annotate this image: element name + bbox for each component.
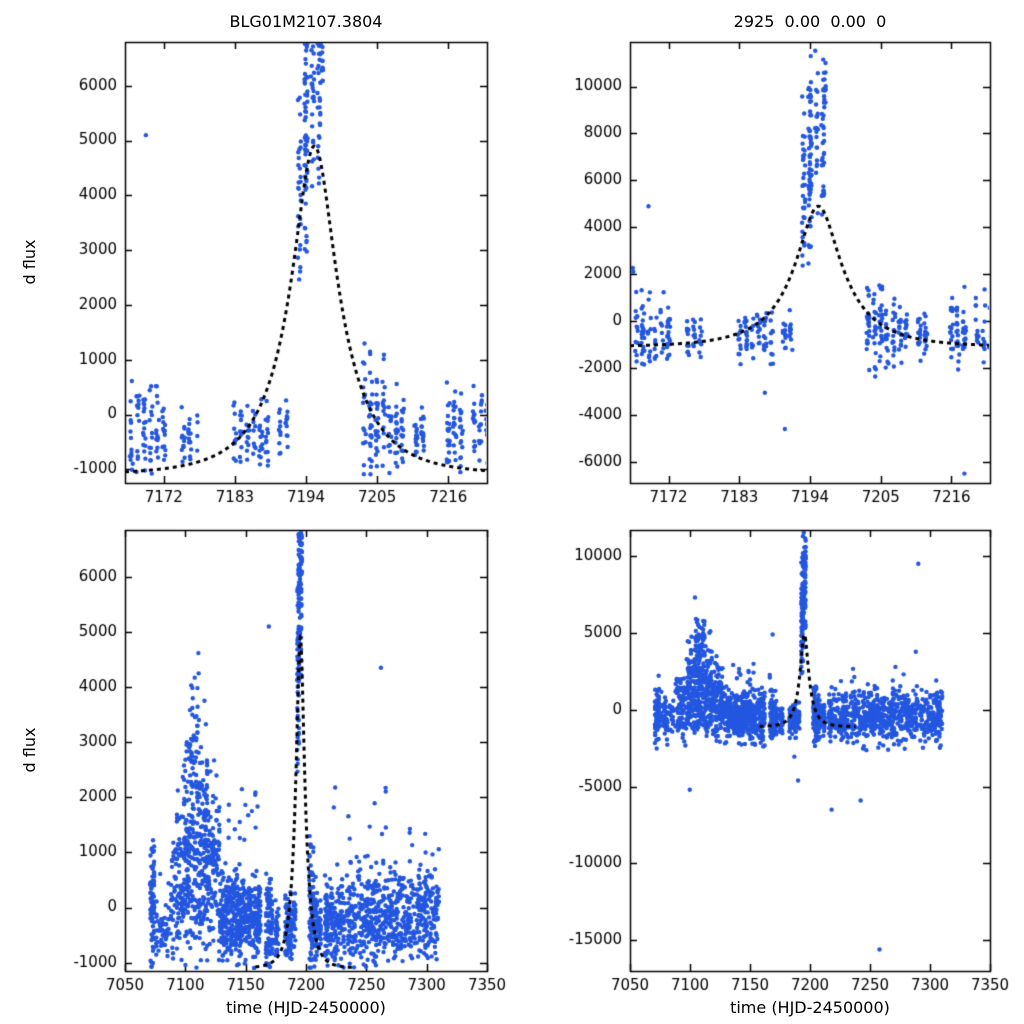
- y-axis-label-top: d flux: [20, 239, 39, 285]
- y-axis-label-bottom: d flux: [20, 727, 39, 773]
- x-axis-label-bottom-left: time (HJD-2450000): [226, 998, 386, 1017]
- panel-top-left-title: BLG01M2107.3804: [229, 12, 383, 31]
- x-axis-label-bottom-right: time (HJD-2450000): [730, 998, 890, 1017]
- panel-top-right-title: 2925 0.00 0.00 0: [733, 12, 887, 31]
